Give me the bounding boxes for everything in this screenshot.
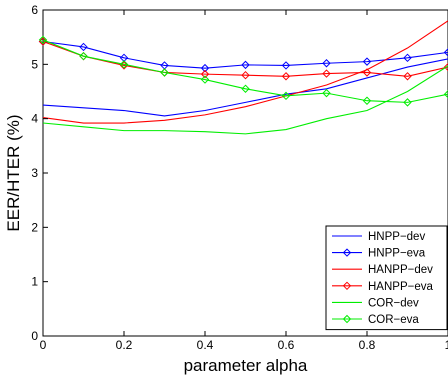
legend-label: COR−eva bbox=[368, 314, 419, 326]
data-point bbox=[403, 53, 412, 63]
legend-box bbox=[325, 225, 448, 331]
x-tick-label: 0.6 bbox=[278, 338, 295, 352]
data-point bbox=[241, 60, 250, 70]
data-point bbox=[362, 57, 372, 66]
y-tick-label: 6 bbox=[31, 3, 38, 17]
series-2 bbox=[42, 20, 448, 124]
data-point bbox=[443, 48, 448, 57]
legend-label: HNPP−eva bbox=[368, 248, 426, 260]
data-point bbox=[443, 90, 448, 99]
legend-marker bbox=[342, 314, 352, 324]
data-point bbox=[281, 72, 291, 81]
legend-label: HANPP−dev bbox=[368, 264, 433, 276]
legend-entry: HNPP−eva bbox=[332, 248, 426, 260]
series-line bbox=[42, 40, 448, 69]
legend: HNPP−dev HNPP−eva HANPP−dev HANPP−eva COR−de… bbox=[325, 225, 448, 331]
data-point bbox=[38, 35, 48, 45]
x-tick-label: 0.2 bbox=[116, 338, 133, 352]
series-line bbox=[42, 20, 448, 124]
x-tick-label: 0.8 bbox=[359, 338, 376, 352]
series-line bbox=[42, 65, 448, 135]
series-1 bbox=[38, 37, 448, 73]
legend-marker bbox=[342, 248, 352, 257]
y-tick-label: 4 bbox=[31, 112, 38, 126]
data-point bbox=[322, 69, 331, 78]
x-tick-label: 0.4 bbox=[197, 338, 214, 352]
series-line bbox=[42, 40, 448, 77]
data-point bbox=[79, 51, 88, 61]
y-tick-label: 3 bbox=[31, 166, 38, 180]
legend-marker bbox=[342, 281, 352, 291]
data-point bbox=[200, 63, 210, 73]
data-point bbox=[79, 42, 88, 52]
series-line bbox=[42, 39, 448, 103]
legend-label: COR−dev bbox=[368, 297, 419, 309]
y-tick-label: 0 bbox=[31, 329, 38, 343]
legend-label: HANPP−eva bbox=[368, 281, 433, 293]
y-tick-label: 5 bbox=[31, 57, 38, 71]
legend-entry: HNPP−dev bbox=[332, 231, 425, 243]
legend-entry: COR−dev bbox=[332, 297, 419, 309]
data-point bbox=[241, 84, 250, 93]
y-axis-label: EER/HTER (%) bbox=[4, 114, 23, 231]
data-point bbox=[281, 61, 291, 70]
data-point bbox=[119, 60, 129, 69]
x-tick-label: 1 bbox=[445, 338, 448, 352]
x-axis-label: parameter alpha bbox=[184, 356, 308, 375]
legend-entry: HANPP−eva bbox=[332, 281, 433, 293]
legend-entry: COR−eva bbox=[332, 314, 419, 326]
y-tick-label: 2 bbox=[31, 220, 38, 234]
series-4 bbox=[42, 65, 448, 135]
data-point bbox=[403, 98, 412, 107]
data-point bbox=[362, 68, 372, 77]
data-point bbox=[362, 96, 372, 105]
y-tick-label: 1 bbox=[31, 275, 38, 289]
legend-label: HNPP−dev bbox=[368, 231, 425, 243]
data-point bbox=[322, 59, 331, 68]
data-point bbox=[281, 91, 291, 101]
data-point bbox=[200, 69, 210, 79]
data-point bbox=[241, 70, 250, 80]
data-point bbox=[322, 88, 331, 98]
data-point bbox=[200, 75, 210, 84]
data-point bbox=[443, 62, 448, 72]
series-5 bbox=[38, 35, 448, 107]
legend-entry: HANPP−dev bbox=[332, 264, 433, 276]
data-point bbox=[160, 68, 169, 77]
data-point bbox=[403, 72, 412, 81]
x-tick-label: 0 bbox=[40, 338, 47, 352]
